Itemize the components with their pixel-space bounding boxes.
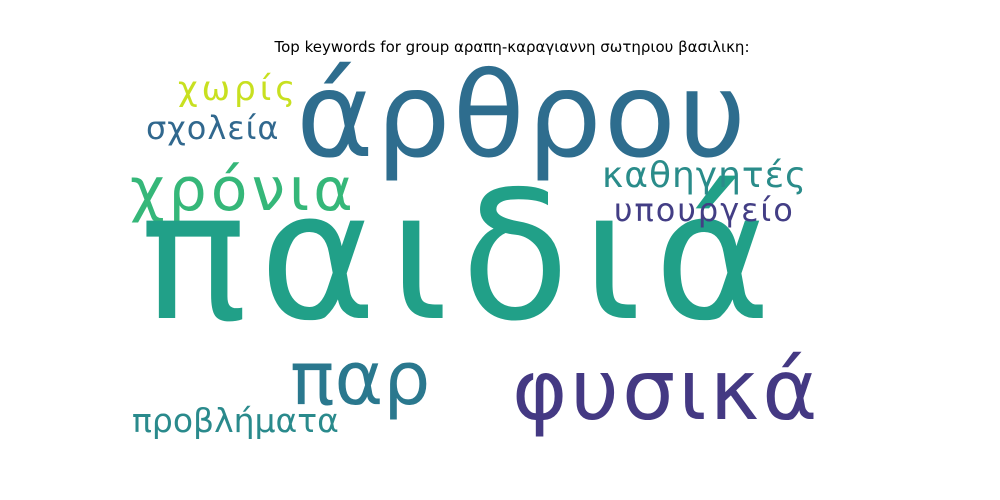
word-ypourgeio: υπουργείο xyxy=(614,191,795,229)
word-paidia: παιδιά xyxy=(140,153,784,360)
word-fysika: φυσικά xyxy=(512,341,821,439)
word-chronia: χρόνια xyxy=(130,155,357,225)
word-choris: χωρίς xyxy=(178,69,300,109)
word-provlimata: προβλήματα xyxy=(132,401,339,440)
figure-title: Top keywords for group αραπη-καραγιαννη … xyxy=(274,38,750,56)
word-par: παρ xyxy=(290,336,431,422)
word-sxoleia: σχολεία xyxy=(146,109,280,147)
word-arthrou: άρθρου xyxy=(296,46,749,184)
word-kathigites: καθηγητές xyxy=(602,155,808,196)
